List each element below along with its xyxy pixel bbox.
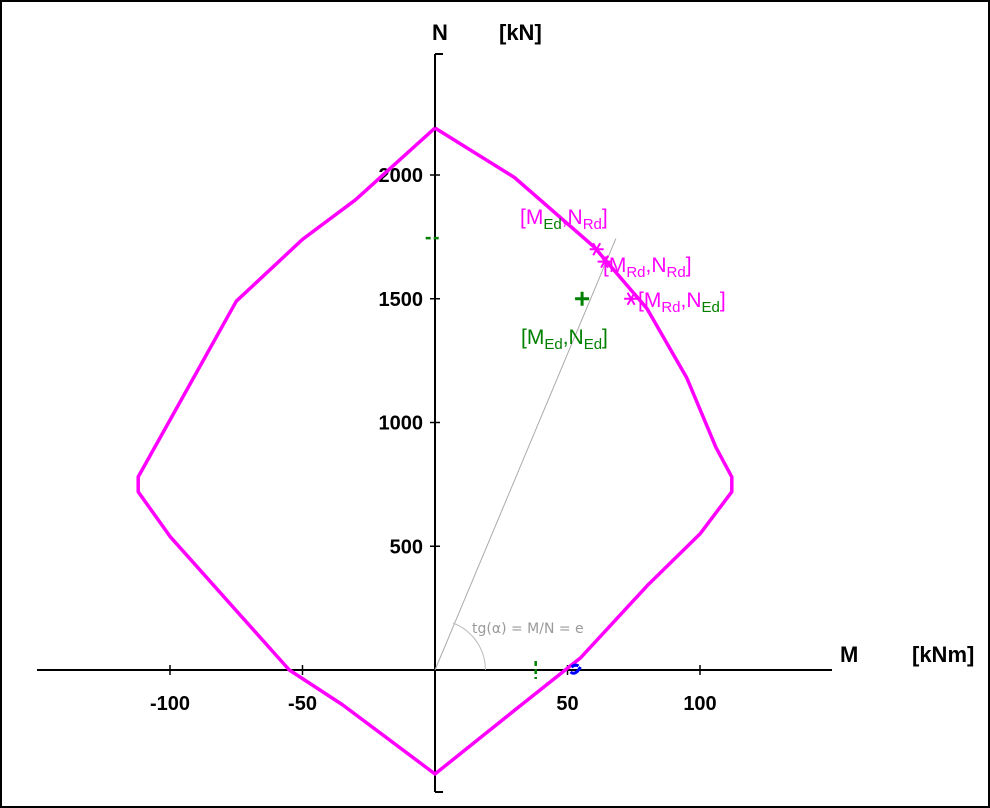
label-part: Ed	[584, 336, 602, 353]
y-axis-label: N	[432, 20, 448, 45]
label-part: ]	[720, 289, 726, 312]
label-part: [M	[603, 254, 626, 277]
mrd-axis-marker	[569, 663, 582, 675]
label-part: Ed	[702, 299, 720, 316]
label-part: ]	[602, 326, 608, 349]
label-part: ,N	[562, 206, 583, 229]
label-mrd-ned: [MRd,NEd]	[638, 289, 726, 316]
label-part: ]	[602, 206, 608, 229]
x-tick-label: 50	[556, 693, 578, 715]
label-part: [M	[520, 206, 543, 229]
x-tick-label: -100	[150, 693, 190, 715]
resistance-point-marker	[626, 292, 636, 306]
x-tick-label: -50	[288, 693, 317, 715]
label-med-nrd: [MEd,NRd]	[520, 206, 608, 233]
interaction-curve	[136, 126, 734, 776]
label-mrd-nrd: [MRd,NRd]	[603, 254, 692, 281]
label-part: Rd	[661, 299, 680, 316]
label-part: Rd	[583, 216, 602, 233]
x-axis-label: M	[840, 642, 858, 667]
label-part: Rd	[667, 264, 686, 281]
label-part: ]	[686, 254, 692, 277]
label-part: Rd	[626, 264, 645, 281]
label-part: ,N	[681, 289, 702, 312]
x-axis-unit: [kNm]	[912, 642, 974, 667]
label-part: [M	[638, 289, 661, 312]
label-part: ,N	[563, 326, 584, 349]
eccentricity-line	[434, 238, 617, 671]
y-tick-label: 500	[390, 536, 423, 558]
label-part: Ed	[544, 336, 562, 353]
y-tick-label: 1500	[379, 289, 424, 311]
label-part: [M	[521, 326, 544, 349]
x-tick-label: 100	[683, 693, 716, 715]
angle-arc	[452, 622, 486, 671]
y-tick-label: 1000	[379, 413, 424, 435]
resistance-point-marker	[592, 242, 602, 256]
y-tick-label: 2000	[379, 165, 424, 187]
angle-label: tg(α) = M/N = e	[472, 621, 584, 637]
resistance-point-marker	[600, 255, 609, 269]
label-part: Ed	[543, 216, 561, 233]
label-part: ,N	[646, 254, 667, 277]
label-med-ned: [MEd,NEd]	[521, 326, 608, 353]
y-axis-unit: [kN]	[499, 20, 542, 45]
